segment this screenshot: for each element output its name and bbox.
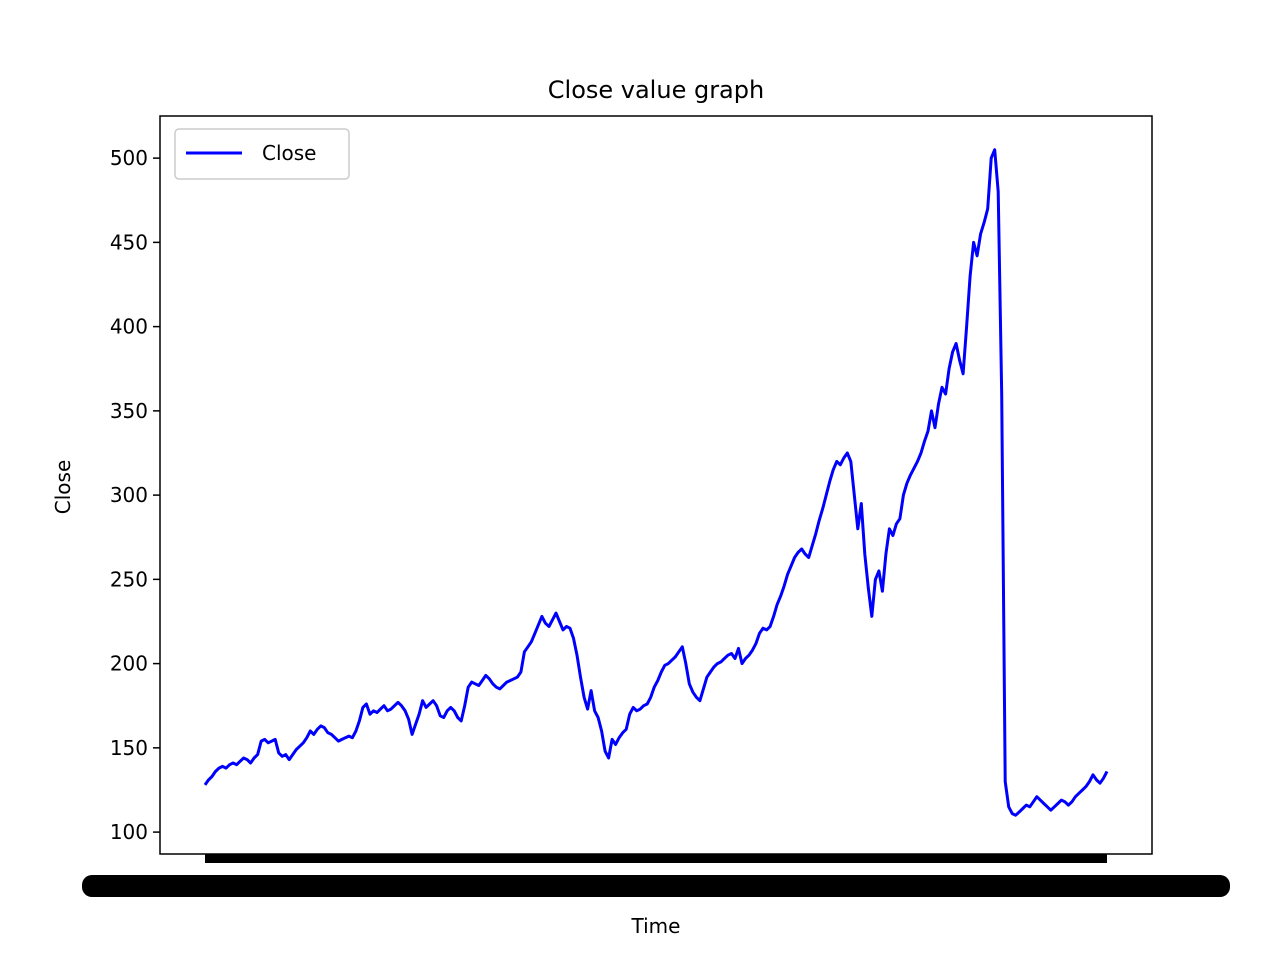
legend-label-close: Close bbox=[262, 141, 316, 165]
series-line-close bbox=[203, 148, 1109, 817]
x-axis-title: Time bbox=[631, 914, 681, 938]
legend: Close bbox=[174, 128, 350, 180]
x-tick-marks-overlap bbox=[205, 854, 1107, 863]
y-tick-label: 150 bbox=[110, 736, 148, 760]
y-tick-label: 300 bbox=[110, 483, 148, 507]
x-tick-labels-overlap bbox=[82, 875, 1230, 897]
y-axis-ticks: 100 150 200 250 300 350 400 450 500 bbox=[110, 146, 160, 844]
y-tick-label: 200 bbox=[110, 652, 148, 676]
series-layer bbox=[203, 148, 1109, 817]
y-tick-label: 350 bbox=[110, 399, 148, 423]
legend-box bbox=[174, 128, 350, 180]
chart-title: Close value graph bbox=[548, 76, 764, 104]
x-axis-tick-labels bbox=[82, 854, 1230, 897]
y-tick-label: 100 bbox=[110, 820, 148, 844]
y-tick-label: 400 bbox=[110, 315, 148, 339]
plot-frame bbox=[159, 115, 1153, 855]
y-tick-label: 500 bbox=[110, 146, 148, 170]
y-axis-title: Close bbox=[51, 460, 75, 514]
y-tick-label: 450 bbox=[110, 230, 148, 254]
y-tick-label: 250 bbox=[110, 567, 148, 591]
